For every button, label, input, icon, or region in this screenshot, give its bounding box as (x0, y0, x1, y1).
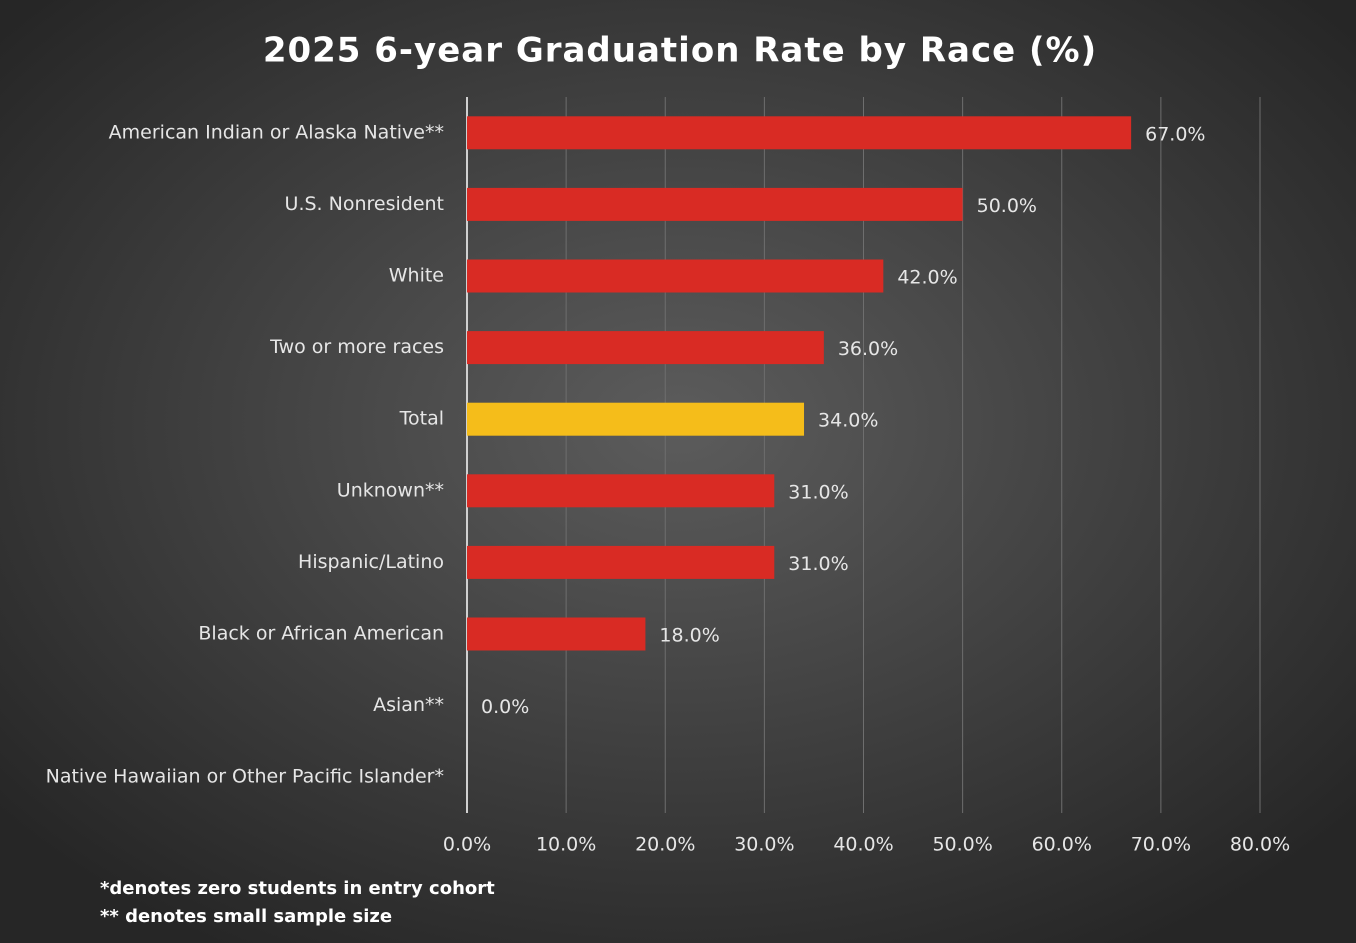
x-tick-label: 70.0% (1131, 834, 1191, 856)
y-tick-label: Hispanic/Latino (298, 551, 444, 573)
data-label: 31.0% (788, 553, 848, 575)
x-tick-label: 80.0% (1230, 834, 1290, 856)
data-label: 42.0% (897, 267, 957, 289)
x-tick-label: 10.0% (536, 834, 596, 856)
data-label: 0.0% (481, 696, 529, 718)
data-label: 67.0% (1145, 123, 1205, 145)
footnote: ** denotes small sample size (100, 906, 392, 927)
bar (467, 474, 775, 508)
y-tick-label: Asian** (373, 694, 444, 716)
bar (467, 545, 775, 579)
y-tick-label: American Indian or Alaska Native** (109, 121, 444, 143)
y-tick-label: Black or African American (198, 623, 444, 645)
y-tick-label: Two or more races (269, 336, 444, 358)
data-label: 18.0% (659, 625, 719, 647)
y-tick-label: U.S. Nonresident (285, 193, 444, 215)
data-label: 34.0% (818, 410, 878, 432)
footnote: *denotes zero students in entry cohort (100, 878, 495, 899)
data-label: 36.0% (838, 338, 898, 360)
y-tick-label: Unknown** (337, 479, 444, 501)
x-tick-label: 50.0% (932, 834, 992, 856)
data-label: 31.0% (788, 481, 848, 503)
x-tick-label: 60.0% (1032, 834, 1092, 856)
x-tick-label: 20.0% (635, 834, 695, 856)
chart-title: 2025 6-year Graduation Rate by Race (%) (263, 31, 1097, 71)
bar (467, 187, 963, 221)
y-tick-label: Native Hawaiian or Other Pacific Islande… (46, 766, 444, 788)
x-tick-label: 30.0% (734, 834, 794, 856)
x-tick-label: 40.0% (833, 834, 893, 856)
bar (467, 617, 646, 651)
y-tick-label: White (389, 265, 444, 287)
bar (467, 116, 1132, 150)
bar (467, 259, 884, 293)
x-tick-label: 0.0% (443, 834, 491, 856)
bar (467, 331, 824, 365)
bar (467, 402, 805, 436)
data-label: 50.0% (977, 195, 1037, 217)
y-tick-label: Total (399, 408, 444, 430)
